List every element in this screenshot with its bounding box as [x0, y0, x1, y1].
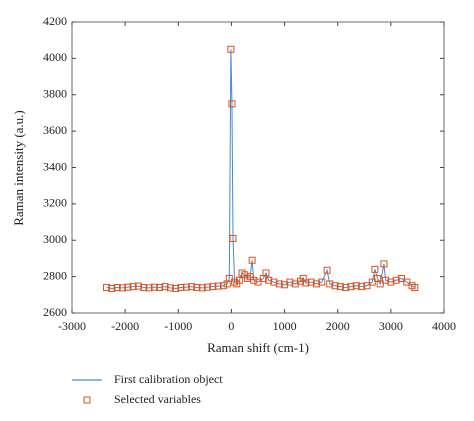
- y-tick-label: 3800: [43, 87, 67, 101]
- y-tick-label: 3600: [43, 123, 67, 137]
- data-point: [108, 284, 116, 292]
- data-point: [376, 280, 384, 288]
- data-point: [124, 283, 132, 291]
- data-point: [368, 278, 376, 286]
- data-point: [198, 284, 206, 292]
- data-point: [219, 282, 227, 290]
- data-point: [275, 280, 283, 288]
- y-tick-label: 3200: [43, 196, 67, 210]
- data-point: [227, 45, 235, 53]
- y-tick-label: 4000: [43, 50, 67, 64]
- data-point: [172, 284, 180, 292]
- data-point: [103, 284, 111, 292]
- legend-swatch: [83, 396, 91, 404]
- data-point: [229, 234, 237, 242]
- data-point: [235, 276, 243, 284]
- data-point: [347, 283, 355, 291]
- data-point: [246, 273, 254, 281]
- data-point: [118, 284, 126, 292]
- plot-frame: [71, 21, 445, 314]
- legend-label: First calibration object: [114, 372, 223, 386]
- y-tick-label: 3400: [43, 159, 67, 173]
- data-point: [380, 260, 388, 268]
- x-tick-label: -3000: [58, 319, 86, 333]
- data-point: [392, 276, 400, 284]
- data-point: [312, 280, 320, 288]
- data-point: [254, 278, 262, 286]
- data-point: [161, 283, 169, 291]
- data-point: [182, 283, 190, 291]
- data-point: [209, 283, 217, 291]
- data-point: [193, 284, 201, 292]
- data-point: [145, 284, 153, 292]
- data-point: [352, 282, 360, 290]
- data-point: [403, 278, 411, 286]
- y-axis-title: Raman intensity (a.u.): [11, 110, 26, 226]
- data-point: [318, 278, 326, 286]
- x-tick-label: 2000: [326, 319, 350, 333]
- data-point: [225, 274, 233, 282]
- data-point: [150, 283, 158, 291]
- data-point: [342, 284, 350, 292]
- data-point: [286, 278, 294, 286]
- x-tick-label: 4000: [432, 319, 456, 333]
- data-point: [223, 280, 231, 288]
- x-tick-label: -1000: [164, 319, 192, 333]
- data-point: [336, 283, 344, 291]
- data-point: [140, 284, 148, 292]
- x-tick-label: 1000: [273, 319, 297, 333]
- data-line: [106, 49, 416, 289]
- data-point: [156, 284, 164, 292]
- data-point: [382, 276, 390, 284]
- data-point: [397, 274, 405, 282]
- data-point: [166, 284, 174, 292]
- x-tick-label: 0: [228, 319, 234, 333]
- data-point: [248, 256, 256, 264]
- data-point: [363, 282, 371, 290]
- x-axis-title: Raman shift (cm-1): [207, 340, 309, 355]
- data-point: [411, 284, 419, 292]
- data-point: [228, 100, 236, 108]
- data-point: [129, 283, 137, 291]
- data-point: [134, 282, 142, 290]
- data-point: [231, 278, 239, 286]
- data-point: [113, 284, 121, 292]
- y-tick-label: 4200: [43, 14, 67, 28]
- data-point: [358, 283, 366, 291]
- data-point: [323, 266, 331, 274]
- data-point: [262, 269, 270, 277]
- data-point: [326, 280, 334, 288]
- legend-label: Selected variables: [114, 392, 201, 406]
- y-tick-label: 2800: [43, 268, 67, 282]
- data-point: [188, 283, 196, 291]
- x-tick-label: 3000: [379, 319, 403, 333]
- data-point: [371, 265, 379, 273]
- data-point: [250, 276, 258, 284]
- data-point: [270, 278, 278, 286]
- data-point: [177, 284, 185, 292]
- data-point: [331, 282, 339, 290]
- data-point: [214, 282, 222, 290]
- data-point: [265, 276, 273, 284]
- data-point: [302, 279, 310, 287]
- y-tick-label: 3000: [43, 232, 67, 246]
- x-tick-label: -2000: [111, 319, 139, 333]
- data-point: [204, 283, 212, 291]
- data-point: [387, 278, 395, 286]
- data-point: [307, 278, 315, 286]
- y-tick-label: 2600: [43, 305, 67, 319]
